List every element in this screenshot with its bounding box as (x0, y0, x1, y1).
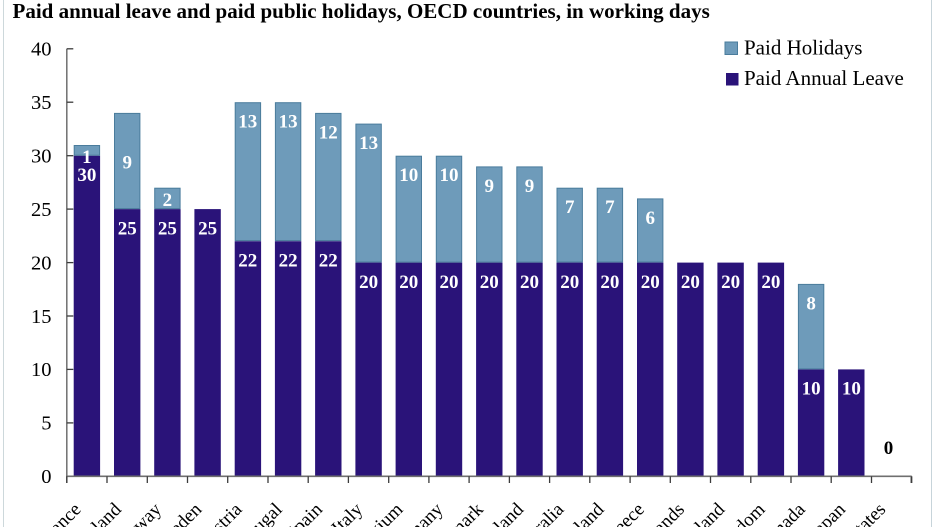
svg-text:22: 22 (279, 250, 298, 271)
svg-text:13: 13 (279, 112, 298, 133)
svg-text:9: 9 (525, 176, 535, 197)
svg-text:20: 20 (399, 272, 418, 293)
svg-text:20: 20 (761, 272, 780, 293)
svg-text:22: 22 (319, 250, 338, 271)
svg-text:8: 8 (806, 293, 816, 314)
svg-text:30: 30 (31, 146, 52, 168)
svg-text:20: 20 (721, 272, 740, 293)
svg-text:20: 20 (681, 272, 700, 293)
svg-text:10: 10 (440, 165, 459, 186)
svg-text:25: 25 (118, 218, 137, 239)
svg-text:7: 7 (565, 197, 575, 218)
svg-text:Paid Holidays: Paid Holidays (744, 36, 862, 60)
svg-text:13: 13 (359, 133, 378, 154)
svg-text:France: France (34, 499, 85, 527)
svg-text:7: 7 (605, 197, 615, 218)
svg-text:15: 15 (31, 306, 52, 328)
svg-text:Paid Annual Leave: Paid Annual Leave (744, 66, 904, 90)
svg-text:0: 0 (884, 438, 894, 459)
svg-text:20: 20 (520, 272, 539, 293)
svg-text:10: 10 (399, 165, 418, 186)
svg-text:13: 13 (238, 112, 257, 133)
svg-text:9: 9 (485, 176, 495, 197)
svg-text:Spain: Spain (281, 499, 327, 527)
svg-text:20: 20 (359, 272, 378, 293)
svg-text:20: 20 (600, 272, 619, 293)
svg-text:6: 6 (645, 208, 655, 229)
svg-text:20: 20 (480, 272, 499, 293)
svg-text:0: 0 (41, 466, 51, 488)
svg-text:25: 25 (198, 218, 217, 239)
svg-text:20: 20 (440, 272, 459, 293)
svg-text:10: 10 (842, 379, 861, 400)
svg-text:20: 20 (560, 272, 579, 293)
svg-text:2: 2 (163, 190, 173, 211)
svg-text:35: 35 (31, 92, 52, 114)
svg-text:25: 25 (31, 199, 52, 221)
svg-text:Japan: Japan (804, 499, 850, 527)
svg-text:12: 12 (319, 122, 338, 143)
svg-text:22: 22 (238, 250, 257, 271)
svg-text:25: 25 (158, 218, 177, 239)
svg-text:40: 40 (31, 39, 52, 61)
svg-text:30: 30 (77, 165, 96, 186)
svg-text:10: 10 (802, 379, 821, 400)
svg-text:Italy: Italy (328, 499, 368, 527)
svg-text:10: 10 (31, 359, 52, 381)
svg-text:1: 1 (82, 147, 92, 168)
svg-text:9: 9 (122, 153, 132, 174)
svg-text:20: 20 (31, 252, 52, 274)
svg-text:5: 5 (41, 413, 51, 435)
svg-text:20: 20 (641, 272, 660, 293)
